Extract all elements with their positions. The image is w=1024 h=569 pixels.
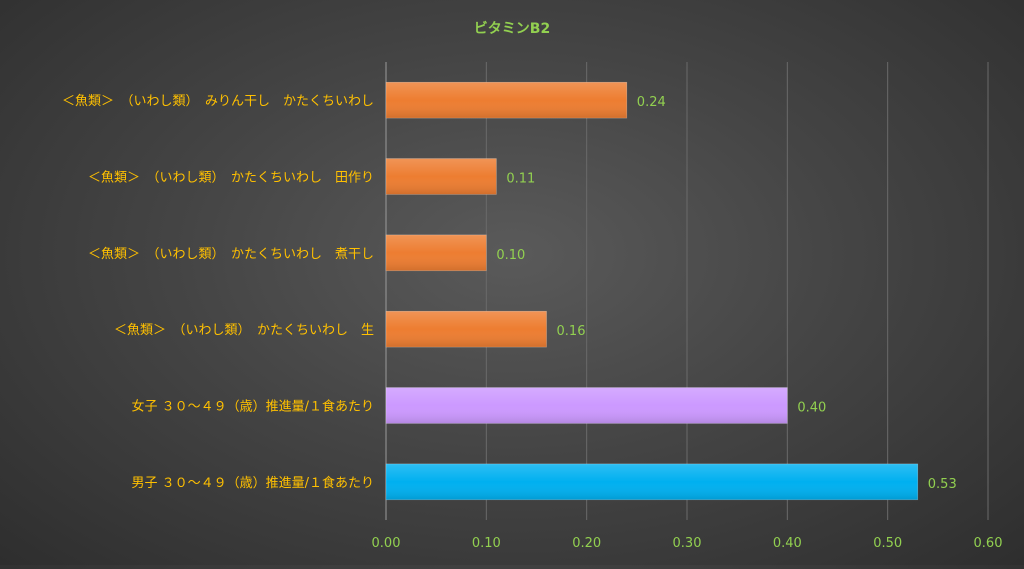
category-label: ＜魚類＞ （いわし類） かたくちいわし 田作り <box>88 171 374 186</box>
data-label: 0.10 <box>496 248 525 263</box>
x-tick-label: 0.10 <box>472 536 501 551</box>
bar-shading <box>386 234 487 271</box>
bar-shading <box>386 158 497 195</box>
x-tick-label: 0.00 <box>372 536 401 551</box>
x-tick-label: 0.60 <box>974 536 1003 551</box>
x-tick-label: 0.20 <box>572 536 601 551</box>
gridlines <box>485 62 989 520</box>
category-label: 女子 ３０～４９（歳）推進量/１食あたり <box>131 399 374 415</box>
data-label: 0.16 <box>557 324 586 339</box>
category-label: ＜魚類＞ （いわし類） かたくちいわし 生 <box>114 323 374 338</box>
x-tick-label: 0.40 <box>773 536 802 551</box>
data-label: 0.11 <box>506 172 535 187</box>
x-tick-label: 0.30 <box>673 536 702 551</box>
category-label: ＜魚類＞ （いわし類） みりん干し かたくちいわし <box>62 94 374 109</box>
chart-title: ビタミンB2 <box>474 21 550 37</box>
data-label: 0.40 <box>797 401 826 416</box>
bar-shading <box>386 82 627 119</box>
bar-shading <box>386 311 547 348</box>
labels: 0.00 0.10 0.20 0.30 0.40 0.50 0.60 ＜魚類＞ （いわし類） … <box>62 94 1002 551</box>
bar-shading <box>386 387 788 424</box>
x-tick-label: 0.50 <box>873 536 902 551</box>
bars <box>385 81 919 501</box>
category-label: 男子 ３０～４９（歳）推進量/１食あたり <box>131 475 374 491</box>
data-label: 0.53 <box>928 477 957 492</box>
bar-shading <box>386 463 918 500</box>
category-label: ＜魚類＞ （いわし類） かたくちいわし 煮干し <box>88 247 374 262</box>
data-label: 0.24 <box>637 95 666 110</box>
